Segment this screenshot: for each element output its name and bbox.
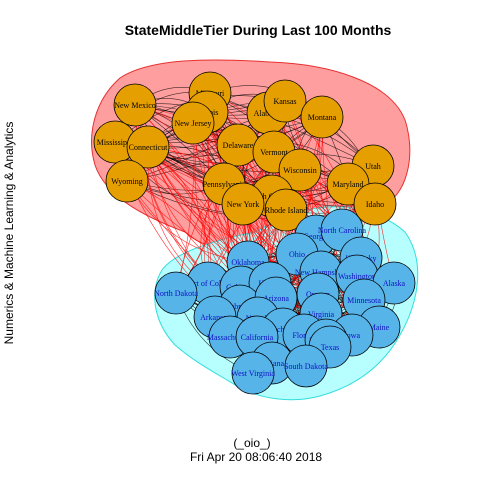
node-label: Florida xyxy=(292,331,316,340)
node-delaware: Delaware xyxy=(216,123,260,167)
node-label: New Hampshire xyxy=(295,268,348,277)
node-label: Mississippi xyxy=(97,138,134,147)
node-label: Rhode Island xyxy=(265,206,307,215)
node-label: Wisconsin xyxy=(283,166,316,175)
node-label: Maryland xyxy=(332,180,363,189)
node-wisconsin: Wisconsin xyxy=(278,148,322,192)
node-label: Wyoming xyxy=(111,177,143,186)
node-label: North Carolina xyxy=(318,226,367,235)
node-label: Georgia xyxy=(303,232,329,241)
node-label: Washington xyxy=(338,272,376,281)
node-circle xyxy=(300,95,344,139)
node-label: California xyxy=(241,333,274,342)
node-circle xyxy=(113,83,157,127)
chart-title: StateMiddleTier During Last 100 Months xyxy=(125,22,392,38)
node-label: Texas xyxy=(321,343,340,352)
node-new-york: New York xyxy=(221,182,265,226)
node-label: Maine xyxy=(369,323,390,332)
node-label: New Mexico xyxy=(114,101,156,110)
node-label: Vermont xyxy=(260,148,288,157)
node-label: Indiana xyxy=(260,359,284,368)
node-label: Connecticut xyxy=(129,143,168,152)
node-circle xyxy=(105,159,149,203)
node-label: Utah xyxy=(365,162,381,171)
node-label: Virginia xyxy=(308,310,334,319)
node-label: Michigan xyxy=(268,325,299,334)
node-circle xyxy=(263,79,307,123)
node-idaho: Idaho xyxy=(353,182,397,226)
node-west-virginia: West Virginia xyxy=(231,351,275,395)
node-layer: MissouriNew MexicoIllinoisAlabamaKansasM… xyxy=(93,71,416,395)
node-label: Ohio xyxy=(289,250,305,259)
node-label: Oklahoma xyxy=(231,258,265,267)
node-label: Idaho xyxy=(366,200,384,209)
node-circle xyxy=(284,344,328,388)
node-circle xyxy=(264,188,308,232)
node-new-mexico: New Mexico xyxy=(113,83,157,127)
node-label: Kansas xyxy=(273,97,296,106)
caption-signature: (_oio_) xyxy=(233,436,270,450)
node-label: Montana xyxy=(308,113,337,122)
node-kansas: Kansas xyxy=(263,79,307,123)
node-circle xyxy=(231,351,275,395)
node-wyoming: Wyoming xyxy=(105,159,149,203)
node-montana: Montana xyxy=(300,95,344,139)
node-label: District of Columbia xyxy=(175,279,242,288)
node-circle xyxy=(171,101,215,145)
node-label: Alaska xyxy=(383,279,406,288)
node-label: Massachusetts xyxy=(207,333,253,342)
node-label: New Jersey xyxy=(174,119,211,128)
node-north-dakota: North Dakota xyxy=(154,271,198,315)
node-label: New York xyxy=(227,200,259,209)
node-label: North Dakota xyxy=(154,289,198,298)
node-label: Pennsylvania xyxy=(203,180,246,189)
node-rhode-island: Rhode Island xyxy=(264,188,308,232)
node-label: West Virginia xyxy=(231,369,275,378)
node-circle xyxy=(278,148,322,192)
node-circle xyxy=(353,182,397,226)
node-label: Arkansas xyxy=(200,313,230,322)
node-label: Iowa xyxy=(344,331,360,340)
node-circle xyxy=(154,271,198,315)
node-label: South Dakota xyxy=(284,362,328,371)
node-new-jersey: New Jersey xyxy=(171,101,215,145)
y-axis-label: Numerics & Machine Learning & Analytics xyxy=(2,122,16,345)
node-label: Arizona xyxy=(263,294,289,303)
node-circle xyxy=(221,182,265,226)
node-label: Delaware xyxy=(223,141,254,150)
node-label: Minnesota xyxy=(347,296,381,305)
node-circle xyxy=(126,125,170,169)
node-south-dakota: South Dakota xyxy=(284,344,328,388)
caption-timestamp: Fri Apr 20 08:06:40 2018 xyxy=(190,450,322,464)
node-connecticut: Connecticut xyxy=(126,125,170,169)
